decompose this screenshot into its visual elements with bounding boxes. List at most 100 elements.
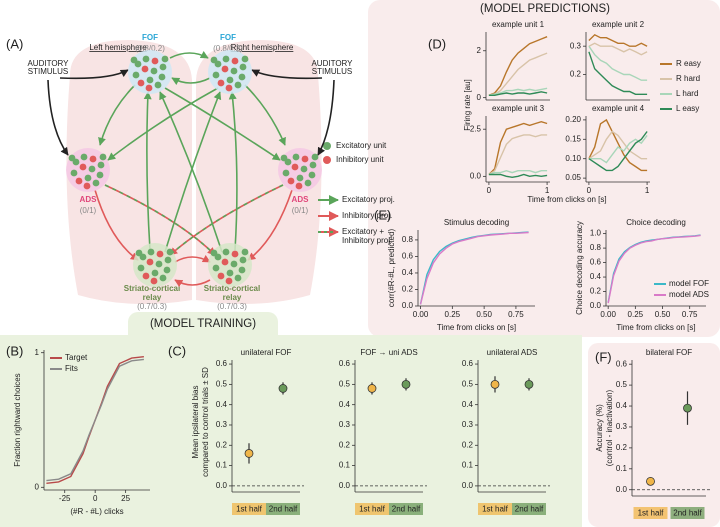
y-tick-label: 0.8 [590, 243, 602, 252]
series-line [419, 231, 529, 305]
series-line [488, 91, 548, 96]
unit [79, 163, 87, 171]
unit [83, 182, 91, 190]
point [401, 379, 411, 389]
header: (MODEL PREDICTIONS) [480, 3, 610, 15]
chart-title: unilateral ADS [487, 348, 538, 357]
y-axis-label: Fraction rightward choices [13, 373, 22, 466]
y-tick-label: 0.6 [339, 359, 351, 368]
unit [301, 155, 309, 163]
series-line [607, 234, 701, 304]
series-line [588, 130, 648, 160]
y-tick-label: 0.2 [216, 440, 228, 449]
x-tick-label: 25 [121, 494, 130, 503]
y-axis-label: Choice decoding accuracy [575, 221, 584, 315]
unit [80, 153, 88, 161]
unit [145, 84, 153, 92]
unit [163, 266, 171, 274]
y-tick-label: 0.0 [616, 485, 628, 494]
auditory-label: STIMULUS [312, 67, 352, 76]
unit [97, 161, 105, 169]
unit [135, 249, 143, 257]
y-axis-label: corr(#R-#L, predicted) [387, 229, 396, 308]
unit [280, 154, 288, 162]
projection [47, 79, 69, 156]
unit [225, 84, 233, 92]
x-tick-label: 0.75 [682, 310, 698, 319]
y-tick-label: 0.6 [616, 359, 628, 368]
series-line [488, 52, 548, 96]
x-tick-label: 0.25 [628, 310, 644, 319]
x-tick-label: 1st half [638, 509, 665, 518]
y-tick-label: 0.4 [616, 401, 628, 410]
y-tick-label: 0.4 [339, 400, 351, 409]
legend-label: Inhibitory proj. [342, 211, 392, 220]
x-tick-label: 0.00 [413, 310, 429, 319]
point [490, 379, 500, 389]
category-box [389, 503, 423, 515]
y-tick-label: 0.6 [216, 359, 228, 368]
chart-title: example unit 1 [492, 20, 545, 29]
chart-title: example unit 3 [492, 104, 545, 113]
y-tick-label: 0.2 [616, 443, 628, 452]
unit [142, 272, 150, 280]
legend-label: R easy [676, 59, 701, 68]
x-tick-label: 0.50 [476, 310, 492, 319]
series-line [488, 173, 548, 179]
projection [107, 87, 219, 161]
ads-ratio: (0/1) [292, 206, 309, 215]
unit [142, 55, 150, 63]
y-tick-label: 0.2 [339, 440, 351, 449]
relay-ratio: (0.7/0.3) [217, 302, 247, 311]
y-tick-label: 0.2 [590, 287, 602, 296]
projection [94, 189, 139, 261]
x-axis-label: (#R - #L) clicks [70, 507, 123, 516]
projection [317, 79, 335, 156]
x-tick-label: 1st half [236, 505, 263, 514]
y-tick-label: 0.20 [565, 115, 581, 124]
unit [151, 269, 159, 277]
y-tick-label: 1 [35, 348, 40, 357]
unit [241, 248, 249, 256]
fof-label: FOF [142, 33, 158, 42]
category-box [633, 507, 668, 519]
panel-label: (B) [6, 343, 23, 358]
point [244, 449, 254, 458]
hemisphere-label: Left hemisphere [89, 43, 147, 52]
unit [234, 81, 242, 89]
auditory-label: AUDITORY [27, 59, 69, 68]
series-line [588, 51, 648, 95]
unit [300, 165, 308, 173]
training-panel [0, 335, 582, 527]
unit [221, 65, 229, 73]
y-tick-label: 0.10 [565, 154, 581, 163]
y-tick-label: 0.5 [216, 379, 228, 388]
unit [137, 79, 145, 87]
x-tick-label: 0 [587, 186, 592, 195]
unit [146, 76, 154, 84]
left-hemisphere-bg [66, 40, 192, 304]
unit [96, 171, 104, 179]
unit [154, 81, 162, 89]
relay-label: relay [143, 293, 162, 302]
unit [287, 177, 295, 185]
projection [169, 51, 209, 59]
x-axis-label: Time from clicks on [s] [616, 323, 695, 332]
unit [68, 154, 76, 162]
y-axis-label: Accuracy (%) [595, 404, 604, 452]
unit [92, 179, 100, 187]
panel-label: (A) [6, 36, 23, 51]
legend-label: Inhibitory unit [336, 155, 384, 164]
legend-label: Excitatory unit [336, 141, 387, 150]
series-line [588, 131, 648, 172]
series-line [588, 118, 648, 172]
x-tick-label: 0.50 [655, 310, 671, 319]
unit [222, 248, 230, 256]
y-tick-label: 0.15 [565, 134, 581, 143]
chart-title: unilateral FOF [241, 348, 292, 357]
category-box [232, 503, 266, 515]
fof-label: FOF [220, 33, 236, 42]
unit [234, 274, 242, 282]
unit [221, 258, 229, 266]
